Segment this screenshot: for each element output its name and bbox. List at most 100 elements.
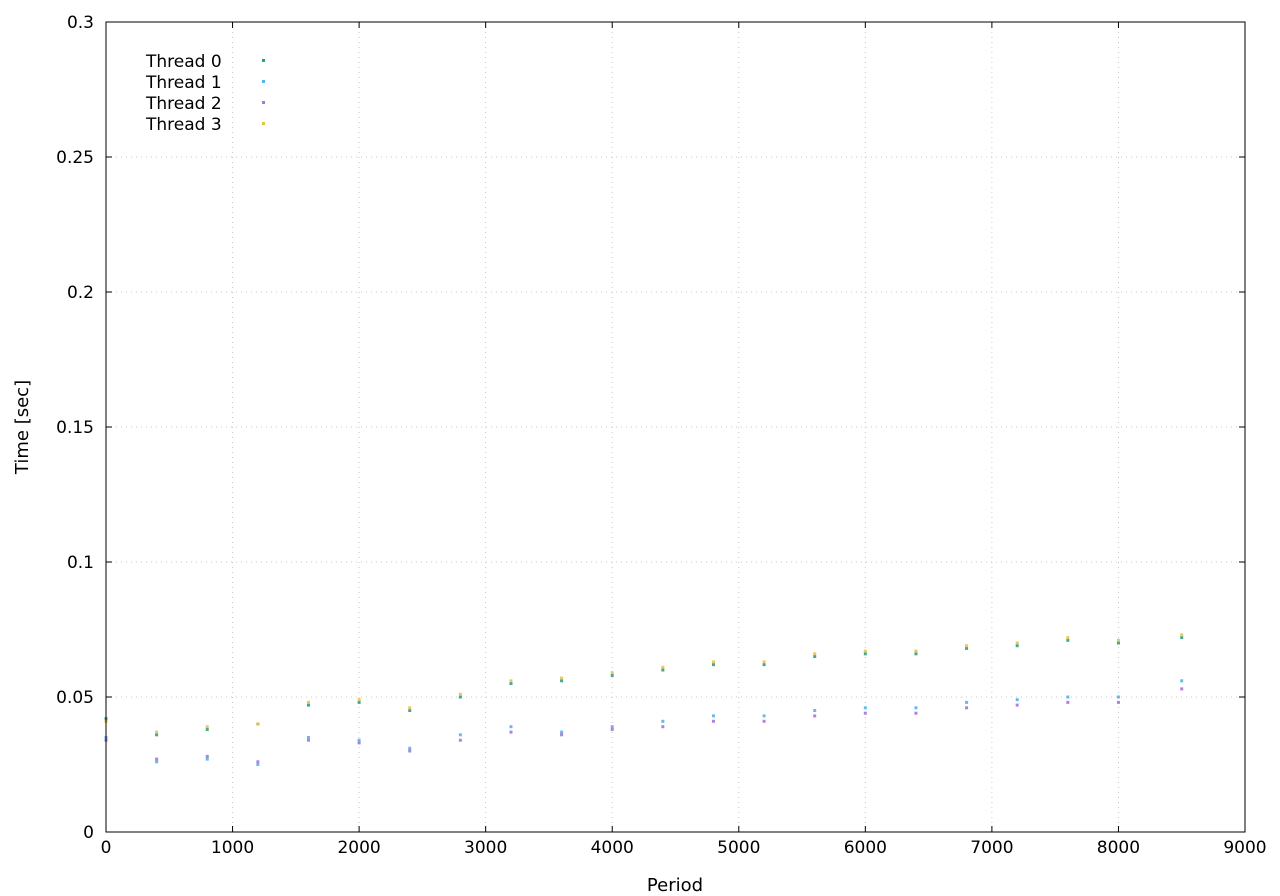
y-tick-label: 0.2 bbox=[67, 283, 94, 303]
data-point bbox=[1180, 633, 1184, 637]
data-point bbox=[560, 679, 564, 683]
data-point bbox=[711, 719, 715, 723]
x-tick-label: 5000 bbox=[717, 838, 760, 858]
data-point bbox=[155, 730, 159, 734]
data-point bbox=[965, 700, 969, 704]
x-axis: 0 1000 2000 3000 4000 5000 6000 7000 8000 9000 bbox=[101, 22, 1267, 858]
data-point bbox=[813, 714, 817, 718]
data-point bbox=[458, 738, 462, 742]
data-point bbox=[661, 665, 665, 669]
data-point bbox=[1116, 700, 1120, 704]
data-point bbox=[762, 660, 766, 664]
legend-label: Thread 2 bbox=[145, 94, 222, 114]
data-point bbox=[458, 695, 462, 699]
data-point bbox=[560, 676, 564, 680]
x-tick-label: 1000 bbox=[211, 838, 254, 858]
data-point bbox=[560, 733, 564, 737]
legend-marker bbox=[262, 80, 265, 83]
data-point bbox=[509, 725, 513, 729]
data-point bbox=[155, 733, 159, 737]
data-point bbox=[863, 711, 867, 715]
data-point bbox=[205, 757, 209, 761]
data-point bbox=[205, 727, 209, 731]
data-point bbox=[863, 649, 867, 653]
data-point bbox=[357, 698, 361, 702]
data-point bbox=[357, 700, 361, 704]
data-point bbox=[1180, 679, 1184, 683]
x-tick-label: 9000 bbox=[1223, 838, 1266, 858]
data-point bbox=[914, 649, 918, 653]
series-1-points bbox=[104, 679, 1184, 766]
series-2-points bbox=[104, 687, 1184, 764]
data-point bbox=[863, 652, 867, 656]
data-point bbox=[256, 760, 260, 764]
data-point bbox=[256, 763, 260, 766]
data-point bbox=[408, 746, 412, 750]
data-point bbox=[711, 714, 715, 718]
data-point bbox=[711, 660, 715, 664]
legend-label: Thread 0 bbox=[145, 52, 222, 72]
data-point bbox=[408, 706, 412, 710]
data-point bbox=[762, 714, 766, 718]
data-point bbox=[813, 655, 817, 658]
data-point bbox=[357, 741, 361, 745]
data-point bbox=[1015, 641, 1019, 645]
data-point bbox=[306, 736, 310, 739]
y-tick-label: 0.25 bbox=[56, 148, 94, 168]
data-point bbox=[205, 725, 209, 729]
x-tick-label: 8000 bbox=[1097, 838, 1140, 858]
data-point bbox=[661, 668, 665, 672]
data-point bbox=[306, 738, 310, 742]
data-point bbox=[1116, 695, 1120, 699]
data-point bbox=[813, 709, 817, 712]
y-tick-label: 0.15 bbox=[56, 418, 94, 438]
data-point bbox=[610, 671, 614, 675]
data-point bbox=[509, 682, 513, 685]
data-point bbox=[256, 722, 260, 726]
x-axis-title: Period bbox=[647, 875, 703, 896]
grid bbox=[106, 22, 1245, 832]
data-point bbox=[1015, 698, 1019, 702]
data-point bbox=[155, 760, 159, 764]
data-point bbox=[762, 663, 766, 667]
data-point bbox=[408, 749, 412, 753]
data-point bbox=[1015, 644, 1019, 648]
data-point bbox=[863, 706, 867, 710]
data-point bbox=[1180, 636, 1184, 640]
data-point bbox=[914, 652, 918, 656]
data-point bbox=[711, 663, 715, 667]
data-point bbox=[610, 673, 614, 677]
legend-marker bbox=[262, 59, 265, 62]
y-axis-title: Time [sec] bbox=[12, 380, 33, 475]
x-tick-label: 0 bbox=[101, 838, 112, 858]
data-point bbox=[661, 725, 665, 729]
legend-label: Thread 1 bbox=[145, 73, 222, 93]
data-point bbox=[1066, 695, 1070, 699]
y-tick-label: 0.1 bbox=[67, 553, 94, 573]
data-point bbox=[1066, 636, 1070, 640]
y-tick-label: 0.05 bbox=[56, 688, 94, 708]
series-0-points bbox=[104, 636, 1184, 737]
data-point bbox=[610, 727, 614, 731]
y-axis: 0 0.05 0.1 0.15 0.2 0.25 0.3 bbox=[56, 13, 1245, 843]
x-tick-label: 3000 bbox=[464, 838, 507, 858]
x-tick-label: 6000 bbox=[844, 838, 887, 858]
data-point bbox=[610, 725, 614, 729]
data-point bbox=[306, 703, 310, 707]
data-point bbox=[661, 719, 665, 723]
data-point bbox=[155, 757, 159, 761]
legend-marker bbox=[262, 122, 265, 125]
data-point bbox=[205, 754, 209, 758]
series-3-points bbox=[104, 633, 1184, 734]
data-point bbox=[965, 646, 969, 650]
data-points bbox=[104, 633, 1184, 766]
data-point bbox=[509, 730, 513, 734]
legend-marker bbox=[262, 101, 265, 104]
data-point bbox=[965, 706, 969, 710]
data-point bbox=[1180, 687, 1184, 691]
data-point bbox=[1066, 700, 1070, 704]
data-point bbox=[560, 730, 564, 734]
y-tick-label: 0.3 bbox=[67, 13, 94, 33]
